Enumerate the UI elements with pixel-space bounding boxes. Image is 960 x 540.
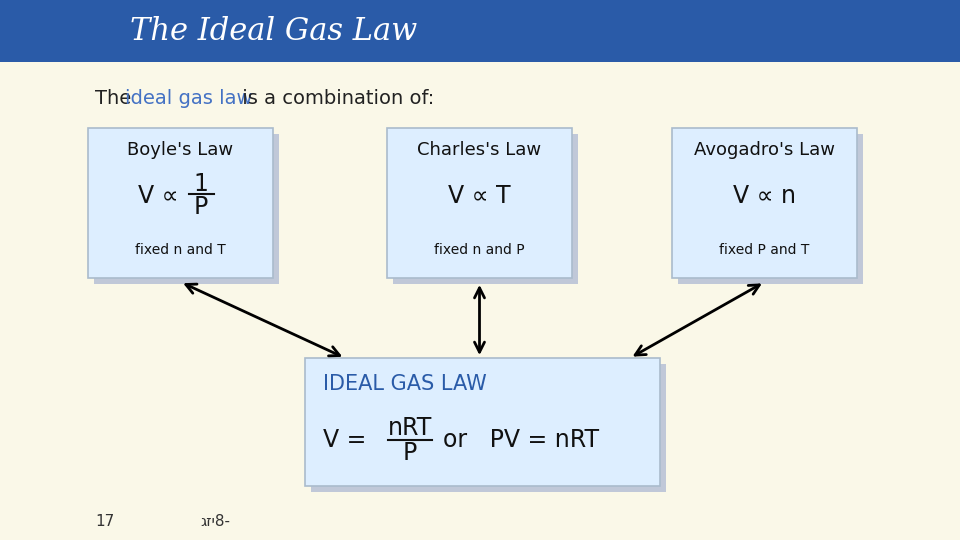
Text: V ∝ T: V ∝ T	[448, 184, 511, 208]
Bar	[94, 134, 279, 284]
Text: nRT: nRT	[388, 416, 432, 440]
Text: IDEAL GAS LAW: IDEAL GAS LAW	[323, 374, 487, 394]
Bar	[387, 128, 572, 278]
Bar	[393, 134, 578, 284]
Text: is a combination of:: is a combination of:	[236, 90, 434, 109]
Bar	[311, 364, 666, 492]
Text: Avogadro's Law: Avogadro's Law	[694, 141, 835, 159]
Text: fixed n and P: fixed n and P	[434, 243, 525, 257]
Text: Charles's Law: Charles's Law	[418, 141, 541, 159]
Bar	[0, 0, 960, 62]
Text: ideal gas law: ideal gas law	[125, 90, 252, 109]
Text: V ∝: V ∝	[138, 184, 179, 208]
Text: or   PV = nRT: or PV = nRT	[443, 428, 599, 452]
Text: P: P	[403, 441, 418, 465]
Text: fixed P and T: fixed P and T	[719, 243, 809, 257]
Bar	[88, 128, 273, 278]
Text: 17: 17	[95, 515, 114, 530]
Bar	[305, 358, 660, 486]
Text: Boyle's Law: Boyle's Law	[128, 141, 233, 159]
Text: V ∝ n: V ∝ n	[733, 184, 796, 208]
Text: The: The	[95, 90, 137, 109]
Text: גזי8-: גזי8-	[200, 515, 230, 530]
Text: The Ideal Gas Law: The Ideal Gas Law	[130, 16, 418, 46]
Text: V =: V =	[323, 428, 367, 452]
Text: 1: 1	[193, 172, 208, 196]
Bar	[672, 128, 857, 278]
Text: P: P	[193, 195, 207, 219]
Text: fixed n and T: fixed n and T	[135, 243, 226, 257]
Bar	[678, 134, 863, 284]
